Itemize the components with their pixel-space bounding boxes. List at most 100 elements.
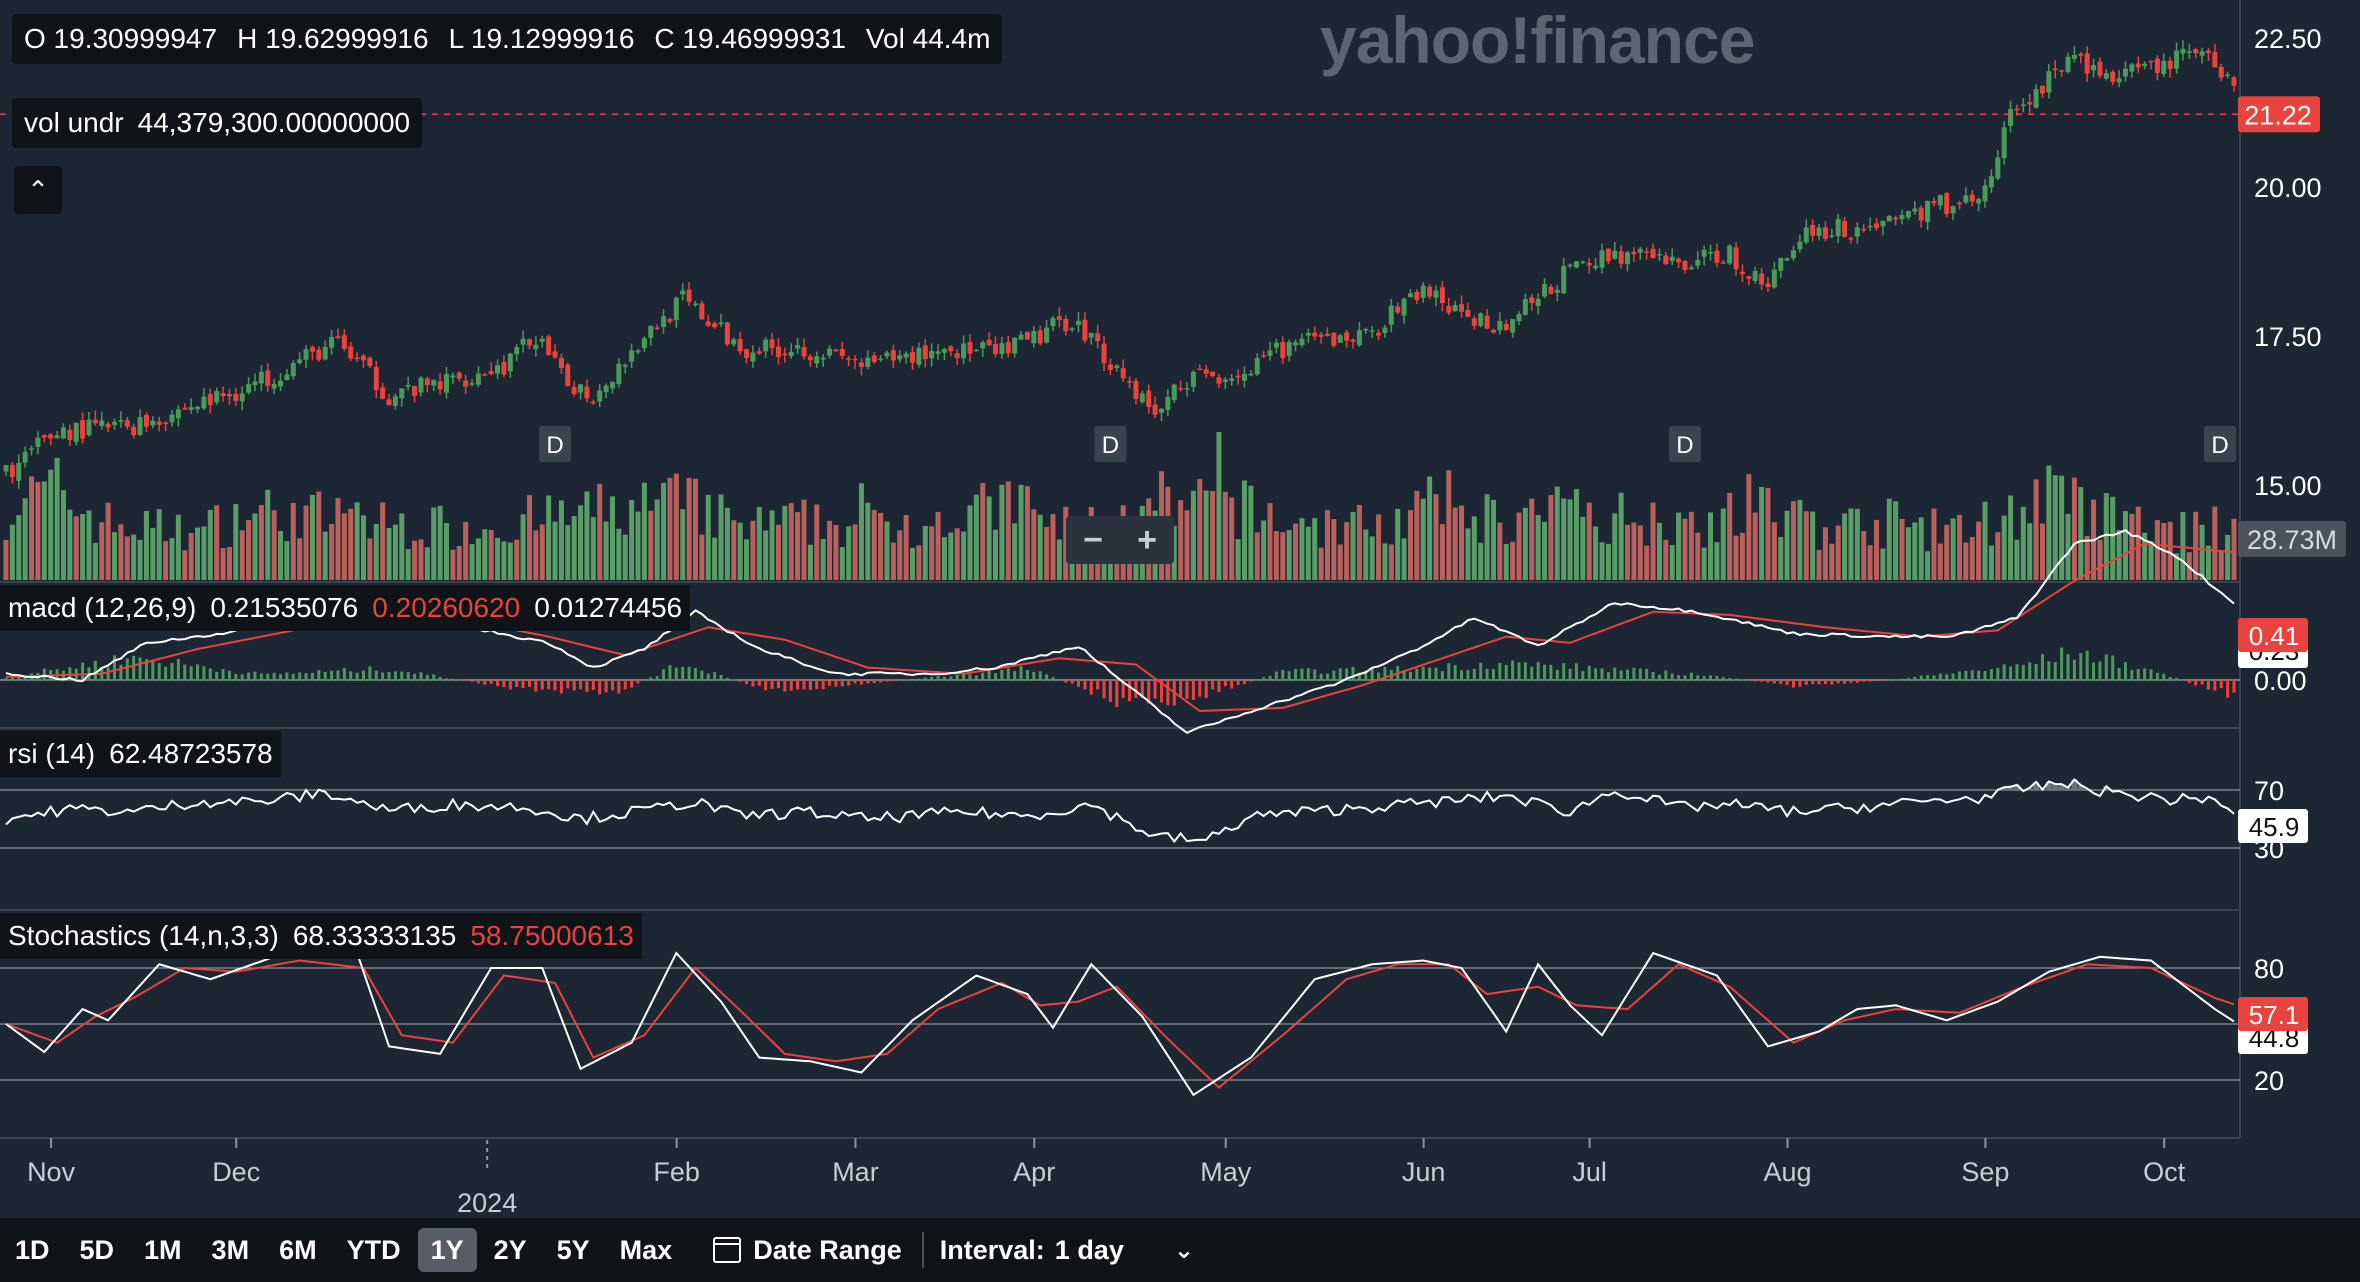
candle-body — [418, 377, 424, 393]
macd-histogram-bar — [1364, 670, 1368, 681]
macd-histogram-bar — [1645, 668, 1649, 681]
rsi-overbought-fill — [2065, 787, 2072, 790]
macd-histogram-bar — [1108, 680, 1112, 703]
candle-body — [80, 420, 86, 439]
macd-histogram-bar — [1491, 669, 1495, 681]
macd-histogram-bar — [1428, 667, 1432, 681]
range-button-max[interactable]: Max — [619, 1234, 673, 1265]
candle-body — [526, 339, 532, 346]
macd-histogram-bar — [585, 680, 589, 692]
volume-bar — [1369, 536, 1375, 580]
macd-histogram-bar — [687, 666, 691, 681]
collapse-button[interactable]: ⌃ — [14, 166, 62, 214]
range-button-3m[interactable]: 3M — [211, 1234, 250, 1265]
macd-histogram-bar — [304, 673, 308, 681]
candle-body — [1293, 342, 1299, 346]
candle-body — [648, 325, 654, 338]
candle-body — [1963, 195, 1969, 203]
volume-bar — [1988, 545, 1994, 580]
range-button-6m[interactable]: 6M — [279, 1234, 317, 1265]
interval-dropdown[interactable]: Interval: 1 day ⌄ — [940, 1235, 1194, 1266]
macd-histogram-bar — [291, 673, 295, 681]
volume-bar — [699, 534, 705, 580]
candle-body — [1593, 265, 1599, 269]
volume-bar — [2174, 553, 2180, 580]
macd-histogram-bar — [1440, 671, 1444, 681]
range-button-5d[interactable]: 5D — [79, 1234, 115, 1265]
candle-body — [99, 420, 105, 426]
zoom-out-button[interactable]: − — [1083, 520, 1103, 559]
macd-histogram-bar — [138, 657, 142, 681]
macd-name: macd (12,26,9) — [8, 592, 197, 623]
volume-bar — [1363, 529, 1369, 580]
volume-bar — [775, 524, 781, 580]
candle-body — [35, 437, 41, 447]
candle-body — [1312, 332, 1318, 337]
candle-body — [833, 349, 839, 352]
range-button-1d[interactable]: 1D — [15, 1234, 50, 1265]
macd-histogram-bar — [349, 671, 353, 681]
volume-bar — [54, 457, 60, 580]
volume-bar — [2218, 550, 2224, 580]
candle-body — [692, 303, 698, 305]
macd-histogram-bar — [2206, 680, 2210, 690]
candle-body — [297, 359, 303, 363]
volume-bar — [437, 505, 443, 580]
macd-histogram-bar — [119, 664, 123, 681]
volume-bar — [239, 530, 245, 580]
dividend-label: D — [546, 432, 563, 459]
macd-histogram-bar — [2143, 668, 2147, 681]
candle-body — [1886, 215, 1892, 222]
macd-histogram-bar — [183, 664, 187, 681]
volume-bar — [1216, 432, 1222, 580]
candle-body — [514, 347, 520, 355]
macd-histogram-bar — [1242, 680, 1246, 685]
zoom-in-button[interactable]: + — [1137, 520, 1157, 559]
candle-body — [2071, 54, 2077, 59]
candle-body — [41, 435, 47, 438]
macd-histogram-bar — [776, 680, 780, 689]
candle-body — [1337, 335, 1343, 343]
range-button-ytd[interactable]: YTD — [346, 1234, 401, 1265]
macd-histogram-bar — [1689, 672, 1693, 681]
candle-body — [1471, 318, 1477, 326]
range-button-2y[interactable]: 2Y — [493, 1234, 527, 1265]
price-tick-label: 22.50 — [2254, 24, 2322, 54]
macd-histogram-bar — [1868, 680, 1872, 682]
macd-histogram-bar — [489, 680, 493, 684]
volume-bar — [348, 508, 354, 580]
candle-body — [584, 386, 590, 399]
macd-histogram-bar — [1740, 679, 1744, 681]
range-button-1m[interactable]: 1M — [144, 1234, 182, 1265]
volume-bar — [1714, 542, 1720, 580]
stoch-tick-label: 80 — [2254, 954, 2284, 984]
candle-body — [1835, 218, 1841, 237]
macd-histogram-bar — [738, 680, 742, 682]
candle-body — [756, 351, 762, 354]
candle-body — [405, 384, 411, 387]
macd-histogram-bar — [987, 670, 991, 681]
current-price-label: 21.22 — [2244, 100, 2312, 130]
candle-body — [507, 353, 513, 372]
macd-histogram-bar — [1709, 675, 1713, 681]
range-button-1y[interactable]: 1Y — [417, 1228, 477, 1272]
macd-histogram-bar — [1453, 664, 1457, 681]
macd-histogram-bar — [2130, 669, 2134, 681]
macd-signal-value: 0.20260620 — [372, 592, 521, 623]
range-button-5y[interactable]: 5Y — [556, 1234, 590, 1265]
volume-bar — [16, 515, 22, 580]
candle-body — [1376, 332, 1382, 336]
date-range-button[interactable]: Date Range — [703, 1235, 912, 1266]
macd-histogram-bar — [847, 680, 851, 686]
candle-body — [1452, 305, 1458, 312]
rsi-overbought-fill — [2013, 784, 2020, 790]
range-toolbar: 1D 5D 1M 3M 6M YTD 1Y 2Y 5Y Max Date Range Interv… — [0, 1218, 2360, 1282]
volume-bar — [1599, 542, 1605, 580]
candle-body — [1816, 227, 1822, 236]
macd-histogram-bar — [796, 680, 800, 690]
macd-histogram-bar — [400, 671, 404, 681]
volume-bar — [1031, 509, 1037, 580]
macd-histogram-bar — [745, 680, 749, 684]
volume-bar — [1331, 519, 1337, 580]
macd-histogram-bar — [1377, 672, 1381, 681]
